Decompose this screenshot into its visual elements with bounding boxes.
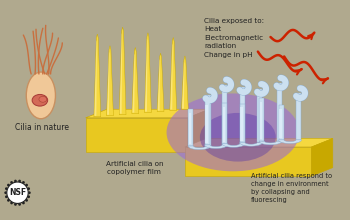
- Polygon shape: [86, 118, 188, 152]
- Circle shape: [27, 187, 30, 190]
- Circle shape: [7, 184, 10, 186]
- Text: Cilia in nature: Cilia in nature: [15, 123, 69, 132]
- Circle shape: [10, 181, 13, 184]
- Text: Artificial cilia on
copolymer film: Artificial cilia on copolymer film: [106, 161, 163, 175]
- Circle shape: [18, 180, 21, 182]
- Circle shape: [25, 184, 28, 186]
- Polygon shape: [279, 140, 301, 143]
- Polygon shape: [120, 33, 122, 114]
- Circle shape: [5, 187, 8, 190]
- Polygon shape: [240, 143, 262, 146]
- Polygon shape: [223, 107, 225, 142]
- Circle shape: [27, 195, 30, 198]
- Circle shape: [4, 191, 7, 194]
- Polygon shape: [205, 101, 210, 145]
- Polygon shape: [205, 145, 228, 149]
- Ellipse shape: [200, 113, 276, 161]
- Polygon shape: [279, 105, 284, 140]
- Polygon shape: [189, 113, 191, 144]
- Polygon shape: [185, 138, 333, 147]
- Polygon shape: [132, 48, 139, 114]
- Polygon shape: [170, 37, 177, 110]
- Polygon shape: [94, 34, 101, 117]
- Polygon shape: [276, 83, 282, 141]
- Circle shape: [22, 202, 25, 204]
- Polygon shape: [188, 146, 211, 150]
- Polygon shape: [185, 147, 312, 176]
- Polygon shape: [260, 102, 262, 139]
- Ellipse shape: [26, 72, 55, 119]
- Circle shape: [10, 202, 13, 204]
- Polygon shape: [279, 109, 282, 138]
- Polygon shape: [205, 105, 208, 143]
- Polygon shape: [157, 53, 164, 112]
- Polygon shape: [259, 141, 282, 145]
- Polygon shape: [170, 43, 173, 110]
- Polygon shape: [222, 103, 228, 144]
- Circle shape: [28, 191, 31, 194]
- Polygon shape: [257, 89, 262, 143]
- Text: Cilia exposed to:
Heat
Electromagnetic
radiation
Change in pH: Cilia exposed to: Heat Electromagnetic r…: [204, 18, 265, 58]
- Polygon shape: [182, 56, 188, 110]
- Circle shape: [5, 195, 8, 198]
- Polygon shape: [240, 87, 245, 144]
- Polygon shape: [222, 84, 228, 145]
- Polygon shape: [106, 46, 113, 116]
- Circle shape: [14, 180, 17, 182]
- Polygon shape: [145, 33, 151, 113]
- Polygon shape: [188, 109, 209, 152]
- Polygon shape: [158, 59, 160, 110]
- Polygon shape: [188, 109, 194, 146]
- Polygon shape: [145, 38, 147, 112]
- Circle shape: [22, 181, 25, 184]
- Polygon shape: [222, 144, 245, 147]
- Polygon shape: [107, 51, 110, 115]
- Polygon shape: [296, 93, 301, 140]
- Circle shape: [7, 199, 10, 202]
- Circle shape: [14, 203, 17, 206]
- Circle shape: [7, 182, 28, 204]
- Circle shape: [25, 199, 28, 202]
- Ellipse shape: [167, 94, 299, 171]
- Polygon shape: [86, 109, 209, 118]
- Polygon shape: [205, 95, 211, 146]
- Polygon shape: [119, 27, 126, 115]
- Text: NSF: NSF: [9, 188, 26, 197]
- Polygon shape: [182, 62, 184, 108]
- Polygon shape: [312, 138, 333, 176]
- Polygon shape: [94, 40, 97, 116]
- Polygon shape: [240, 107, 243, 141]
- Polygon shape: [132, 53, 135, 113]
- Polygon shape: [240, 104, 245, 143]
- Ellipse shape: [32, 94, 48, 106]
- Ellipse shape: [39, 96, 47, 102]
- Circle shape: [18, 203, 21, 206]
- Text: Artificial cilia respond to
change in environment
by collapsing and
fluorescing: Artificial cilia respond to change in en…: [251, 173, 332, 203]
- Polygon shape: [259, 98, 265, 141]
